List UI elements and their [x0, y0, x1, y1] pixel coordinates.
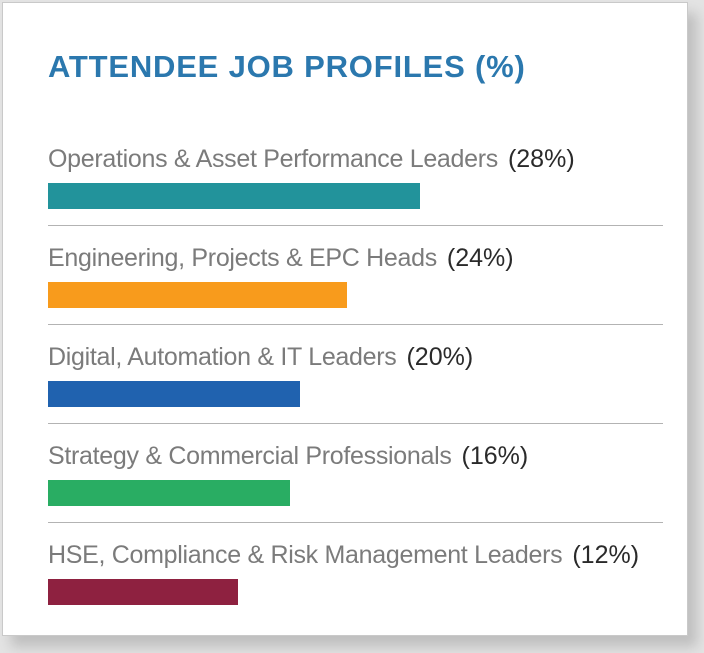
chart-row: Operations & Asset Performance Leaders (…: [48, 143, 663, 225]
row-label-line: HSE, Compliance & Risk Management Leader…: [48, 539, 663, 571]
percent-label: (28%): [507, 145, 575, 173]
bar: [48, 282, 347, 308]
bar: [48, 480, 290, 506]
bar: [48, 579, 238, 605]
category-label: Digital, Automation & IT Leaders: [48, 343, 397, 371]
percent-label: (20%): [406, 343, 474, 371]
percent-label: (24%): [446, 244, 514, 272]
row-label-line: Digital, Automation & IT Leaders (20%): [48, 341, 663, 373]
category-label: Engineering, Projects & EPC Heads: [48, 244, 437, 272]
chart-card: ATTENDEE JOB PROFILES (%) Operations & A…: [2, 2, 688, 636]
percent-label: (16%): [461, 442, 529, 470]
category-label: Operations & Asset Performance Leaders: [48, 145, 498, 173]
bar: [48, 183, 420, 209]
row-label-line: Operations & Asset Performance Leaders (…: [48, 143, 663, 175]
percent-label: (12%): [572, 541, 640, 569]
category-label: Strategy & Commercial Professionals: [48, 442, 452, 470]
bar: [48, 381, 300, 407]
chart-row: Strategy & Commercial Professionals (16%…: [48, 423, 663, 522]
chart-row: Digital, Automation & IT Leaders (20%): [48, 324, 663, 423]
row-label-line: Strategy & Commercial Professionals (16%…: [48, 440, 663, 472]
category-label: HSE, Compliance & Risk Management Leader…: [48, 541, 563, 569]
row-label-line: Engineering, Projects & EPC Heads (24%): [48, 242, 663, 274]
chart-row: HSE, Compliance & Risk Management Leader…: [48, 522, 663, 621]
bar-chart: Operations & Asset Performance Leaders (…: [48, 143, 663, 621]
chart-row: Engineering, Projects & EPC Heads (24%): [48, 225, 663, 324]
chart-title: ATTENDEE JOB PROFILES (%): [48, 49, 526, 84]
